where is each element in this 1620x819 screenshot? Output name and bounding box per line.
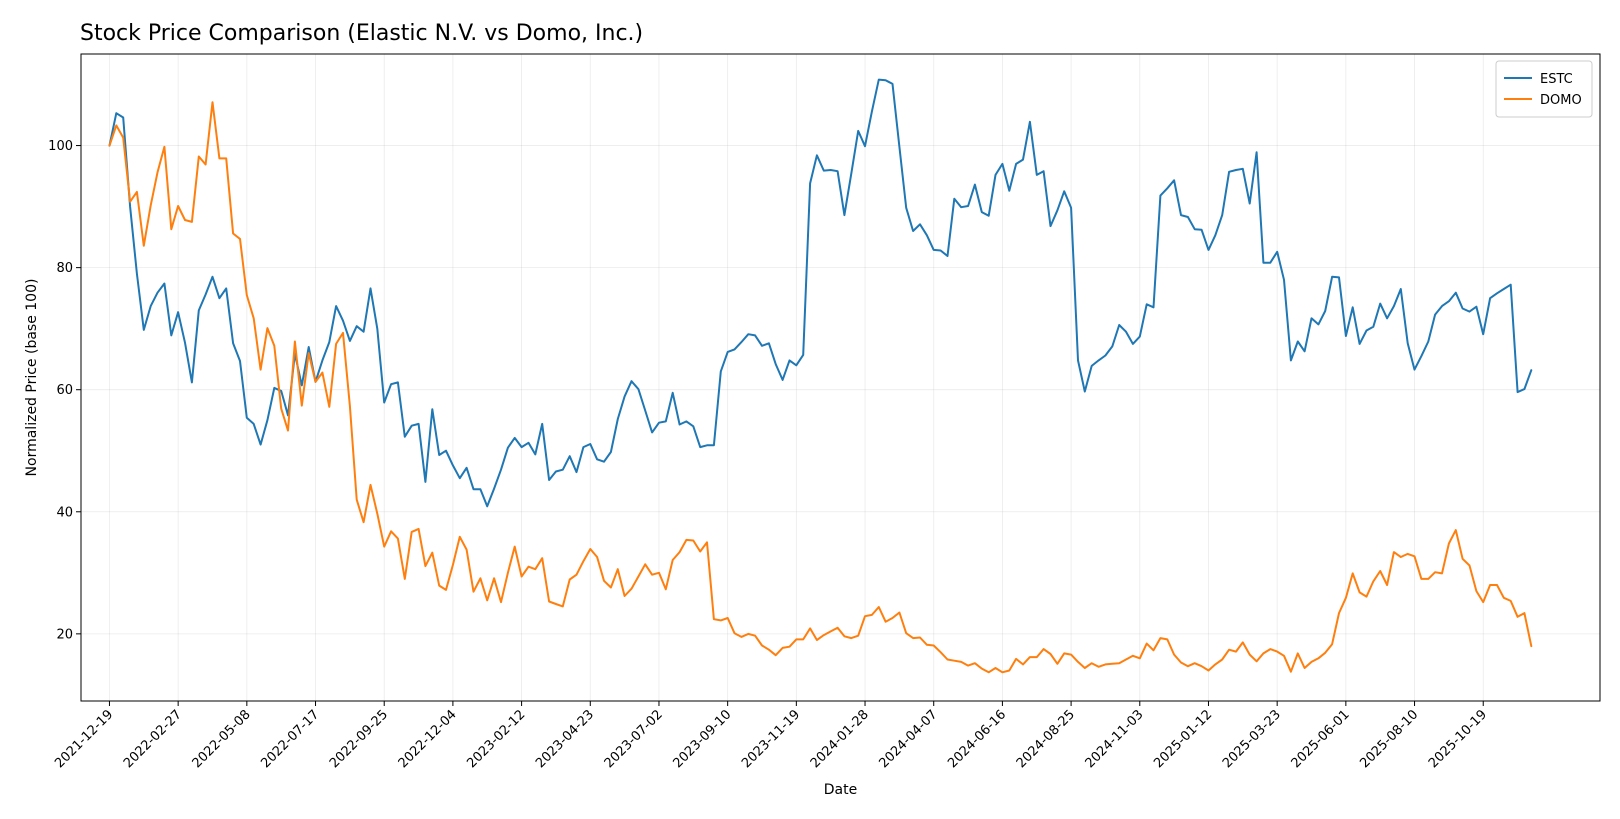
x-tick-label: 2024-08-25	[1014, 707, 1078, 771]
y-tick-label: 100	[48, 139, 73, 154]
x-tick-label: 2023-04-23	[533, 707, 597, 771]
y-tick-label: 40	[56, 505, 73, 520]
x-tick-label: 2023-09-10	[670, 707, 734, 771]
x-tick-label: 2022-09-25	[327, 707, 391, 771]
x-tick-label: 2022-07-17	[258, 707, 322, 771]
x-tick-label: 2025-03-23	[1220, 707, 1284, 771]
x-tick-label: 2024-01-28	[808, 707, 872, 771]
x-axis-label: Date	[824, 782, 857, 798]
y-axis-label: Normalized Price (base 100)	[24, 279, 40, 477]
legend-box	[1495, 60, 1593, 118]
x-tick-label: 2025-01-12	[1151, 707, 1215, 771]
x-tick-label: 2025-06-01	[1289, 707, 1353, 771]
series-lines	[108, 78, 1533, 674]
x-axis-ticks: 2021-12-19 2022-02-27 2022-05-08 2022-07-17…	[52, 701, 1490, 771]
x-tick-label: 2021-12-19	[52, 707, 116, 771]
plot-area-frame	[80, 53, 1601, 702]
x-tick-label: 2022-05-08	[190, 707, 254, 771]
series-line-domo	[108, 101, 1533, 674]
x-tick-label: 2022-12-04	[396, 707, 460, 771]
x-tick-label: 2023-07-02	[602, 707, 666, 771]
series-line-estc	[108, 78, 1533, 508]
x-tick-label: 2024-11-03	[1083, 707, 1147, 771]
x-tick-label: 2023-11-19	[739, 707, 803, 771]
x-tick-label: 2023-02-12	[464, 707, 528, 771]
legend-label: ESTC	[1540, 72, 1573, 87]
legend: ESTC DOMO	[1495, 60, 1593, 118]
x-tick-label: 2024-06-16	[945, 707, 1009, 771]
y-axis-ticks: 20 40 60 80 100	[48, 139, 81, 642]
y-tick-label: 80	[56, 261, 73, 276]
chart-title: Stock Price Comparison (Elastic N.V. vs …	[80, 21, 643, 46]
x-tick-label: 2022-02-27	[121, 707, 185, 771]
gridlines	[81, 54, 1600, 701]
x-tick-label: 2025-08-10	[1357, 707, 1421, 771]
legend-label: DOMO	[1540, 93, 1582, 108]
x-tick-label: 2024-04-07	[877, 707, 941, 771]
x-tick-label: 2025-10-19	[1426, 707, 1490, 771]
y-tick-label: 60	[56, 383, 73, 398]
y-tick-label: 20	[56, 627, 73, 642]
